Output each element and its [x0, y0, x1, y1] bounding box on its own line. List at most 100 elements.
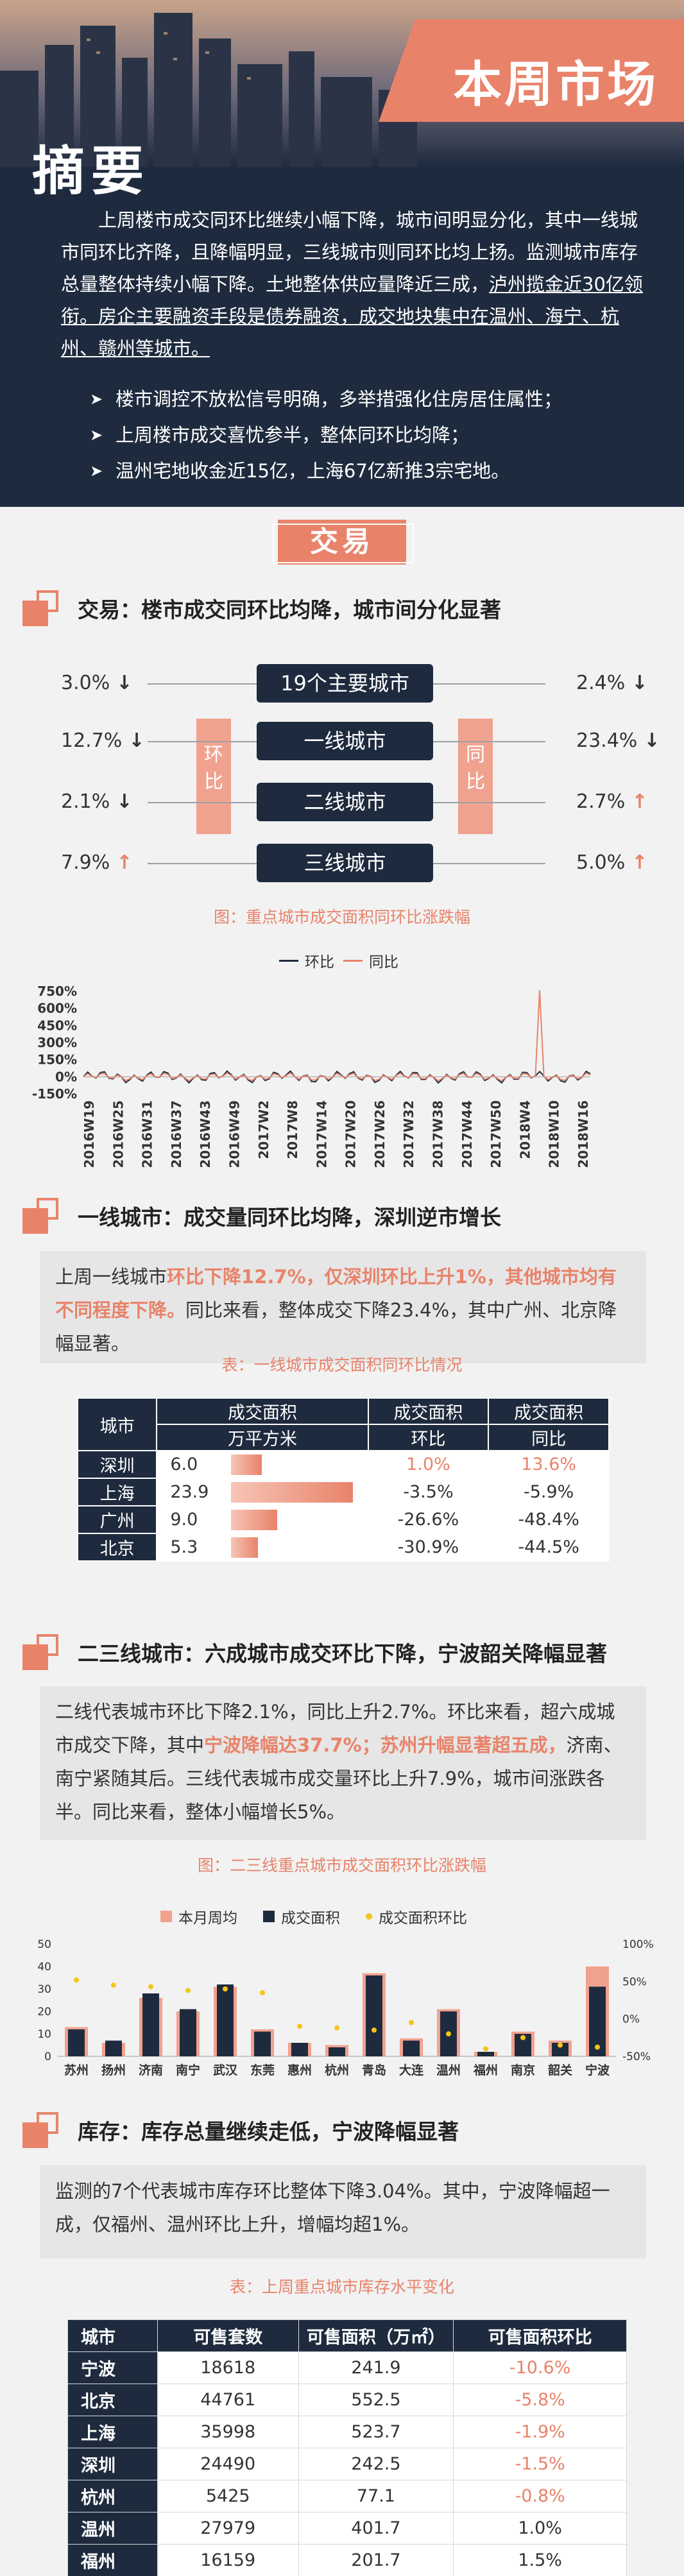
point-mom: [446, 2031, 451, 2036]
cell-area: 77.1: [298, 2480, 454, 2512]
abstract-bullets: 楼市调控不放松信号明确，多举措强化住房居住属性； 上周楼市成交喜忧参半，整体同环…: [90, 381, 654, 489]
th-unit: 万平方米: [156, 1424, 369, 1451]
point-mom: [409, 2020, 414, 2026]
y-tick-label: 300%: [37, 1035, 77, 1050]
cell-mom: -1.5%: [453, 2448, 627, 2480]
series-yoy-line: [83, 990, 591, 1082]
compare-left-value: 7.9% ↑: [61, 851, 133, 874]
x-tick-label: 济南: [139, 2063, 163, 2077]
compare-row: 2.1% ↓ 二线城市 2.7% ↑: [0, 783, 684, 821]
bullet-item: 温州宅地收金近15亿，上海67亿新推3宗宅地。: [90, 453, 654, 489]
tier23-heading-text: 二三线城市：六成城市成交环比下降，宁波韶关降幅显著: [78, 1641, 607, 1666]
bar-area: [403, 2040, 420, 2056]
y-tick-label: 40: [37, 1961, 51, 1974]
legend-area: 成交面积: [281, 1910, 340, 1927]
y-tick-label: -150%: [32, 1086, 77, 1102]
trade-heading-text: 交易：楼市成交同环比均降，城市间分化显著: [78, 597, 501, 622]
bar-area: [291, 2043, 308, 2056]
compare-label: 一线城市: [257, 722, 433, 760]
x-tick-label: 扬州: [101, 2063, 126, 2077]
table-row: 温州 27979 401.7 1.0%: [67, 2512, 627, 2545]
point-mom: [520, 2034, 526, 2040]
bar-legend: 本月周均 成交面积 成交面积环比: [160, 1906, 467, 1927]
compare-label: 三线城市: [257, 844, 433, 882]
y-tick-label: 50: [37, 1938, 51, 1951]
ribbon-title: 本周市场: [453, 56, 658, 113]
x-tick-label: 2017W20: [343, 1100, 359, 1168]
x-tick-label: 2016W49: [227, 1100, 242, 1168]
compare-left-value: 3.0% ↓: [61, 672, 133, 694]
table-row: 北京 44761 552.5 -5.8%: [67, 2384, 627, 2416]
inventory-heading: 库存：库存总量继续走低，宁波降幅显著: [22, 2111, 459, 2149]
arrow-icon: ↓: [116, 790, 133, 813]
cell-city: 宁波: [67, 2351, 158, 2384]
legend-mom: 环比: [305, 954, 334, 971]
cell-units: 44761: [157, 2384, 299, 2416]
tier1-caption: 表：一线城市成交面积同环比情况: [221, 1356, 463, 1374]
cell-area: 242.5: [298, 2448, 454, 2480]
table-row: 上海 35998 523.7 -1.9%: [67, 2416, 627, 2448]
x-tick-label: 2018W10: [547, 1100, 562, 1168]
x-tick-label: 2017W32: [401, 1100, 416, 1168]
inventory-table: 城市 可售套数 可售面积（万㎡） 可售面积环比 宁波 18618 241.9 -10.…: [67, 2319, 627, 2576]
bar-area: [552, 2043, 569, 2056]
cell-area: 6.0: [156, 1450, 369, 1479]
inventory-caption: 表：上周重点城市库存水平变化: [229, 2278, 454, 2296]
compare-left-value: 12.7% ↓: [61, 729, 145, 752]
trade-heading: 交易：楼市成交同环比均降，城市间分化显著: [22, 589, 501, 627]
header-banner: 本周市场 摘要 上周楼市成交同环比继续小幅下降，城市间明显分化，其中一线城市同环…: [0, 0, 684, 507]
tier23-text-a: 二线代表城市环比下降2.1%，同比上升2.7%。环比来看，超六成城市成交下降，其…: [55, 1701, 615, 1756]
cell-city: 广州: [76, 1505, 158, 1534]
bar-area: [217, 1984, 234, 2056]
cell-yoy: -44.5%: [488, 1533, 610, 1562]
th-yoy-b: 同比: [488, 1424, 610, 1451]
ribbon-banner: 本周市场: [379, 19, 684, 122]
tier23-heading: 二三线城市：六成城市成交环比下降，宁波韶关降幅显著: [22, 1633, 607, 1671]
y2-tick-label: 50%: [622, 1975, 647, 1988]
y-tick-label: 150%: [37, 1052, 77, 1068]
table-row: 上海 23.9 -3.5% -5.9%: [76, 1478, 610, 1506]
point-mom: [372, 2027, 377, 2033]
cell-city: 深圳: [76, 1450, 158, 1479]
th-inv-units: 可售套数: [157, 2319, 299, 2352]
legend-yoy: 同比: [369, 954, 398, 971]
cell-mom: -30.9%: [367, 1533, 490, 1562]
x-tick-label: 2016W37: [169, 1100, 184, 1168]
compare-right-value: 2.7% ↑: [576, 790, 648, 813]
compare-row: 7.9% ↑ 三线城市 5.0% ↑: [0, 844, 684, 882]
legend-swatch-mom: [279, 959, 298, 962]
compare-row: 12.7% ↓ 一线城市 23.4% ↓: [0, 722, 684, 760]
bar-area: [477, 2052, 494, 2056]
tier1-text: 上周一线城市环比下降12.7%，仅深圳环比上升1%，其他城市均有不同程度下降。同…: [40, 1251, 646, 1363]
tier1-text-b: 同比来看，整体成交下降23.4%，其中广州、北京降幅显著。: [55, 1299, 617, 1354]
bar-area: [329, 2047, 345, 2056]
cell-area: 5.3: [156, 1533, 369, 1562]
cell-mom: 1.0%: [367, 1450, 490, 1479]
th-inv-area: 可售面积（万㎡）: [298, 2319, 454, 2352]
compare-label: 二线城市: [257, 783, 433, 821]
table-row: 广州 9.0 -26.6% -48.4%: [76, 1505, 610, 1534]
th-mom-b: 环比: [367, 1424, 490, 1451]
compare-left-value: 2.1% ↓: [61, 790, 133, 813]
legend-swatch-avg: [160, 1911, 172, 1922]
cell-city: 深圳: [67, 2448, 158, 2480]
th-area: 成交面积: [156, 1397, 369, 1425]
area-bar: [231, 1509, 278, 1530]
tier23-text-b: 济南、南宁紧随其后。三线代表城市成交量环比上升7.9%，城市间涨跌各半。同比来看…: [55, 1734, 622, 1823]
x-tick-label: 苏州: [64, 2063, 89, 2077]
cell-mom: 1.0%: [453, 2512, 627, 2545]
inventory-heading-text: 库存：库存总量继续走低，宁波降幅显著: [78, 2119, 459, 2144]
y-tick-label: 0%: [55, 1069, 77, 1084]
cell-area: 201.7: [298, 2544, 454, 2576]
cell-area-value: 5.3: [170, 1537, 198, 1557]
cell-city: 上海: [67, 2416, 158, 2448]
section-marker-icon: [22, 1634, 58, 1670]
compare-caption: 图：重点城市成交面积同环比涨跌幅: [213, 908, 470, 926]
y2-tick-label: 0%: [622, 2013, 640, 2026]
tag-mom: 环比: [196, 719, 231, 834]
arrow-icon: ↓: [128, 729, 145, 752]
arrow-icon: ↑: [631, 790, 648, 813]
legend-avg: 本月周均: [178, 1910, 237, 1927]
point-mom: [483, 2046, 488, 2052]
